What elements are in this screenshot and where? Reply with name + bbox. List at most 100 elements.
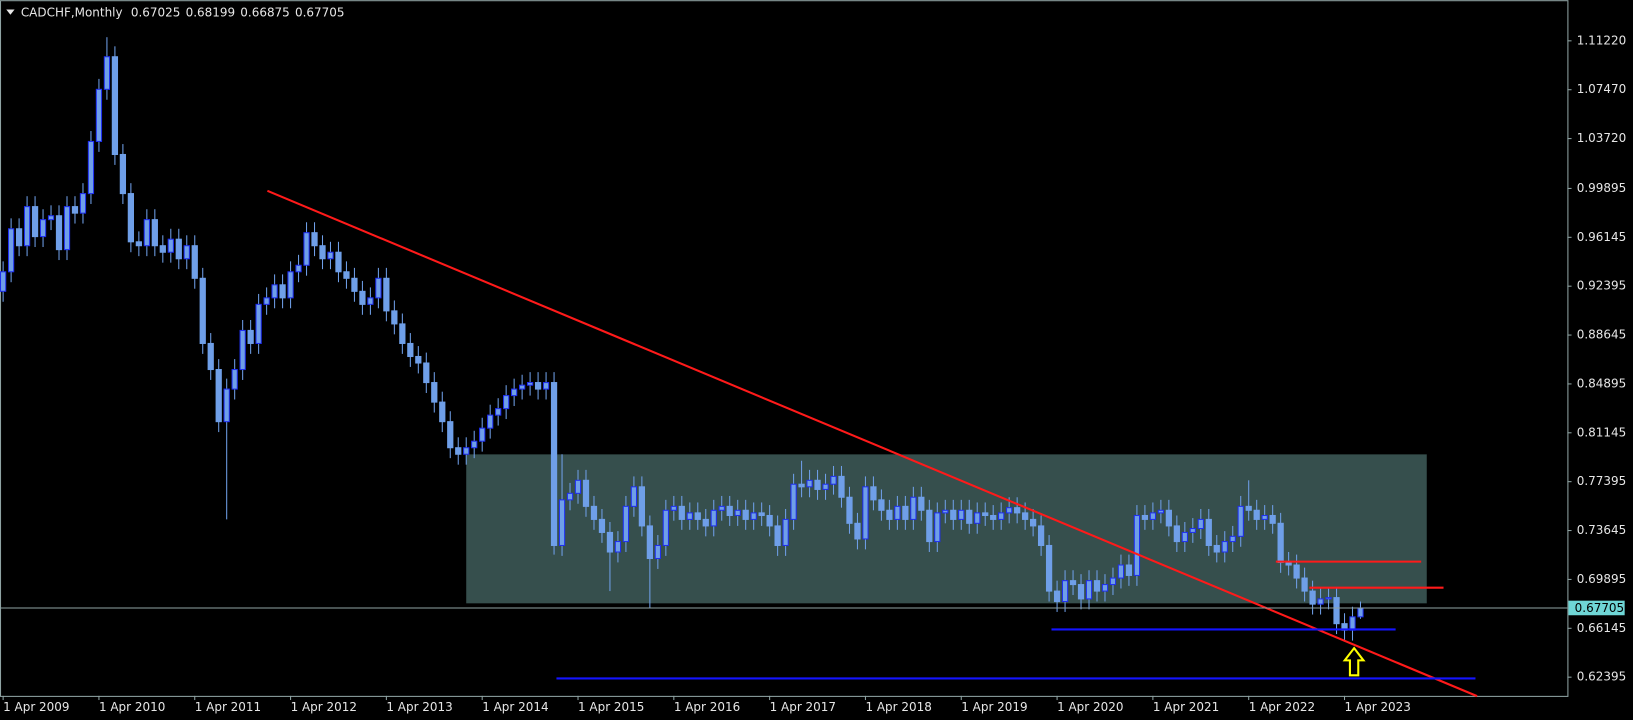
y-tick-label: 0.96145 <box>1577 230 1627 244</box>
x-tick-label: 1 Apr 2009 <box>3 700 69 714</box>
candle-body <box>1014 507 1021 514</box>
candle-body <box>1197 518 1204 530</box>
candle-body <box>518 384 526 390</box>
chart-header: CADCHF,Monthly 0.67025 0.68199 0.66875 0.677… <box>21 5 345 19</box>
candle-body <box>255 303 262 344</box>
candle-body <box>167 238 174 253</box>
candle-body <box>287 271 294 299</box>
candle-body <box>1133 514 1141 576</box>
collapse-triangle[interactable] <box>6 9 15 15</box>
x-tick-label: 1 Apr 2015 <box>578 700 644 714</box>
candle-body <box>511 388 518 397</box>
candle-body <box>23 206 31 247</box>
candle-body <box>111 56 119 156</box>
candle-body <box>942 509 949 514</box>
candle-body <box>439 401 446 423</box>
candle-body <box>87 140 95 195</box>
candle-body <box>1189 528 1196 533</box>
candle-body <box>279 284 286 299</box>
candle-body <box>742 509 749 520</box>
candle-body <box>934 512 941 543</box>
candle-body <box>958 509 965 520</box>
candle-body <box>1301 577 1308 592</box>
candle-body <box>311 232 318 247</box>
x-tick-label: 1 Apr 2011 <box>195 700 261 714</box>
y-tick-label: 0.88645 <box>1577 328 1627 342</box>
candle-body <box>239 329 246 371</box>
candle-body <box>806 479 813 488</box>
candle-body <box>638 486 646 527</box>
x-tick-label: 1 Apr 2014 <box>482 700 548 714</box>
candle-body <box>1293 564 1300 579</box>
candle-body <box>878 499 885 511</box>
candle-body <box>1085 580 1093 600</box>
candle-body <box>135 241 142 247</box>
candle-body <box>63 206 71 251</box>
candle-body <box>774 525 781 546</box>
y-tick-label: 0.92395 <box>1577 279 1627 293</box>
y-tick-label: 1.11220 <box>1577 33 1627 47</box>
candle-body <box>534 382 542 390</box>
candle-body <box>31 206 39 238</box>
y-tick-label: 1.03720 <box>1577 131 1627 145</box>
candle-body <box>271 284 278 299</box>
candle-body <box>1349 616 1356 631</box>
candle-body <box>1357 607 1364 618</box>
candle-body <box>1045 544 1053 592</box>
candle-body <box>710 509 717 527</box>
candle-body <box>1269 514 1276 524</box>
ohlc-open: 0.67025 <box>131 5 181 19</box>
candle-body <box>367 297 374 305</box>
candle-body <box>431 382 438 403</box>
candle-body <box>830 475 837 485</box>
candle-body <box>1205 518 1212 546</box>
candle-body <box>558 499 566 546</box>
candle-body <box>1325 597 1332 600</box>
candle-body <box>487 414 494 429</box>
candle-body <box>95 88 103 142</box>
candle-body <box>471 440 478 449</box>
plot-area <box>0 37 1568 698</box>
candle-body <box>686 512 693 520</box>
candle-body <box>143 219 150 247</box>
x-tick-label: 1 Apr 2019 <box>961 700 1027 714</box>
candle-body <box>702 518 709 527</box>
x-tick-label: 1 Apr 2021 <box>1153 700 1219 714</box>
candle-body <box>622 505 630 543</box>
candle-body <box>199 277 206 344</box>
candle-body <box>966 509 973 524</box>
candle-body <box>207 342 214 371</box>
candle-body <box>590 505 598 520</box>
candle-body <box>902 505 909 520</box>
candle-body <box>1253 509 1260 520</box>
candle-body <box>47 215 55 221</box>
candle-body <box>950 509 957 520</box>
candle-body <box>1141 514 1149 520</box>
candle-body <box>646 525 653 560</box>
candle-body <box>606 531 614 553</box>
candle-body <box>7 228 15 273</box>
candle-body <box>447 421 454 449</box>
candle-body <box>1029 518 1037 527</box>
candle-body <box>335 251 342 273</box>
candle-body <box>670 505 677 511</box>
candle-body <box>39 219 47 238</box>
candle-body <box>1053 590 1061 603</box>
candle-body <box>159 245 166 253</box>
candle-body <box>550 382 558 546</box>
candle-body <box>495 408 502 416</box>
y-tick-label: 0.62395 <box>1577 670 1627 684</box>
x-tick-label: 1 Apr 2012 <box>291 700 357 714</box>
y-tick-label: 0.69895 <box>1577 572 1627 586</box>
ohlc-close: 0.67705 <box>295 5 345 19</box>
candle-body <box>758 512 765 517</box>
candle-body <box>183 245 190 260</box>
candle-body <box>215 369 222 423</box>
candle-body <box>662 509 669 546</box>
y-tick-label: 0.66145 <box>1577 621 1627 635</box>
candle-body <box>630 486 638 507</box>
candle-body <box>319 245 326 260</box>
current-price-tag <box>1568 600 1625 616</box>
candle-body <box>614 541 622 553</box>
